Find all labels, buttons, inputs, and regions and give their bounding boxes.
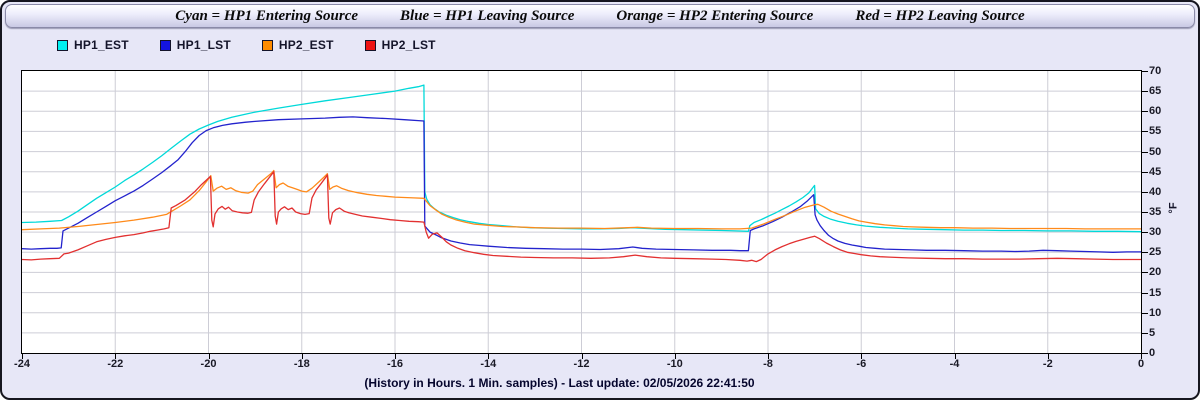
- y-tick-mark: [1142, 353, 1148, 354]
- x-tick-mark: [1047, 354, 1049, 359]
- x-tick-label: -20: [200, 358, 217, 370]
- x-tick-mark: [1141, 354, 1142, 359]
- legend-label: HP2_LST: [381, 38, 436, 52]
- y-tick-mark: [1142, 91, 1148, 93]
- x-tick-mark: [581, 354, 583, 359]
- y-tick-label: 60: [1149, 105, 1162, 118]
- x-tick-mark: [115, 354, 117, 359]
- x-tick-label: -24: [14, 358, 30, 370]
- y-tick-mark: [1142, 111, 1148, 113]
- y-tick-label: 50: [1149, 145, 1162, 158]
- x-tick-label: -22: [107, 358, 124, 370]
- y-tick-label: 15: [1149, 286, 1162, 299]
- x-tick-mark: [954, 354, 956, 359]
- y-tick-mark: [1142, 312, 1148, 314]
- x-tick-mark: [208, 354, 210, 359]
- title-bar: Cyan = HP1 Entering Source Blue = HP1 Le…: [5, 4, 1195, 28]
- legend-swatch-icon: [57, 39, 68, 51]
- x-tick-label: -18: [293, 358, 310, 370]
- y-tick-mark: [1142, 131, 1148, 133]
- x-tick-label: -8: [763, 358, 773, 370]
- x-tick-mark: [674, 354, 676, 359]
- legend-swatch-icon: [159, 39, 171, 51]
- y-tick-label: 30: [1149, 226, 1162, 239]
- x-tick-label: -10: [666, 358, 683, 370]
- x-tick-mark: [861, 354, 863, 359]
- x-tick-mark: [488, 354, 490, 359]
- y-tick-mark: [1142, 151, 1148, 153]
- y-tick-mark: [1142, 232, 1148, 234]
- x-tick-label: -12: [573, 358, 590, 370]
- y-tick-label: 40: [1149, 185, 1162, 198]
- legend-label: HP2_EST: [278, 38, 334, 52]
- y-tick-label: 70: [1149, 65, 1162, 77]
- y-tick-label: 55: [1149, 125, 1162, 138]
- y-tick-label: 20: [1149, 266, 1162, 279]
- y-tick-mark: [1142, 292, 1148, 294]
- series-HP2_LST: [22, 171, 1141, 263]
- x-tick-label: -4: [949, 358, 960, 370]
- y-tick-label: 0: [1149, 347, 1156, 359]
- title-segment-orange: Orange = HP2 Entering Source: [616, 7, 814, 24]
- x-tick-label: -2: [1042, 358, 1053, 370]
- y-tick-mark: [1142, 212, 1148, 213]
- legend-item-HP1_LST[interactable]: HP1_LST: [159, 38, 231, 52]
- series-HP2_EST: [22, 169, 1141, 231]
- x-tick-label: -16: [387, 358, 403, 370]
- y-tick-label: 10: [1149, 306, 1162, 319]
- y-tick-label: 35: [1149, 206, 1162, 218]
- y-tick-label: 5: [1149, 326, 1156, 339]
- x-tick-label: 0: [1137, 358, 1145, 370]
- legend-label: HP1_LST: [176, 38, 231, 52]
- y-tick-mark: [1142, 332, 1148, 334]
- plot-svg: [22, 71, 1141, 353]
- y-tick-mark: [1142, 191, 1148, 193]
- x-tick-mark: [768, 354, 769, 359]
- y-tick-label: 25: [1149, 246, 1162, 259]
- legend-swatch-icon: [261, 39, 273, 51]
- y-tick-mark: [1142, 171, 1148, 173]
- title-segment-red: Red = HP2 Leaving Source: [855, 7, 1025, 24]
- chart-plot-area: [21, 70, 1142, 354]
- title-segment-cyan: Cyan = HP1 Entering Source: [175, 7, 359, 24]
- y-tick-label: 45: [1149, 165, 1162, 178]
- legend-label: HP1_EST: [74, 38, 129, 52]
- x-tick-mark: [301, 354, 303, 359]
- legend-item-HP1_EST[interactable]: HP1_EST: [57, 38, 129, 52]
- series-HP1_LST: [22, 116, 1141, 253]
- title-segment-blue: Blue = HP1 Leaving Source: [400, 7, 575, 24]
- y-tick-mark: [1142, 252, 1148, 254]
- chart-legend: HP1_EST HP1_LST HP2_EST HP2_LST: [57, 38, 436, 52]
- x-tick-mark: [22, 354, 23, 359]
- x-tick-mark: [395, 354, 396, 359]
- legend-item-HP2_EST[interactable]: HP2_EST: [261, 38, 334, 52]
- y-tick-label: 65: [1149, 85, 1162, 98]
- y-axis-unit-label: °F: [1167, 202, 1180, 214]
- y-tick-mark: [1142, 71, 1148, 72]
- legend-item-HP2_LST[interactable]: HP2_LST: [364, 38, 436, 52]
- x-tick-label: -14: [480, 358, 497, 370]
- legend-swatch-icon: [364, 39, 376, 51]
- y-tick-mark: [1142, 272, 1148, 274]
- x-tick-label: -6: [856, 358, 867, 370]
- footer-caption: (History in Hours. 1 Min. samples) - Las…: [364, 376, 755, 390]
